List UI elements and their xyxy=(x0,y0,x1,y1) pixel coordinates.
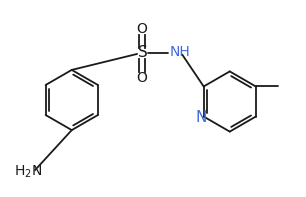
Text: O: O xyxy=(136,22,147,36)
Text: O: O xyxy=(136,71,147,85)
Text: N: N xyxy=(196,110,207,125)
Text: S: S xyxy=(138,45,147,60)
Text: H$_2$N: H$_2$N xyxy=(14,164,42,180)
Text: NH: NH xyxy=(170,45,191,59)
